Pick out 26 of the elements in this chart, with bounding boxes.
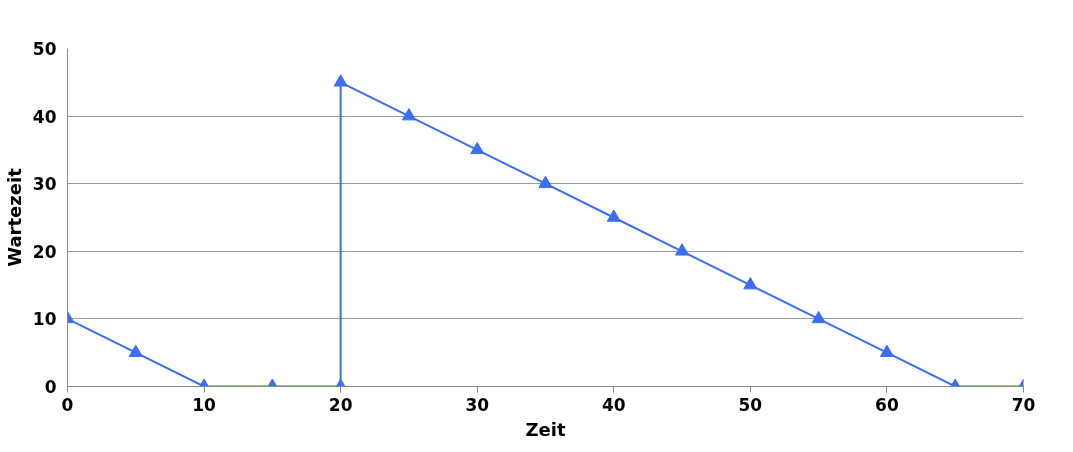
- point: [401, 108, 416, 121]
- x-axis-title: Zeit: [525, 418, 566, 440]
- x-tick-label: 10: [192, 394, 217, 415]
- point: [538, 175, 553, 188]
- y-tick-label: 50: [32, 39, 57, 59]
- x-tick-label: 30: [465, 394, 490, 415]
- point: [128, 344, 143, 357]
- y-tick-label: 20: [32, 241, 57, 262]
- y-tick-label: 40: [32, 106, 57, 127]
- point: [675, 243, 690, 256]
- y-tick-label: 10: [32, 309, 57, 330]
- x-tick-label: 60: [875, 394, 899, 415]
- y-tick-label: 0: [44, 377, 57, 397]
- point: [606, 209, 621, 222]
- point: [470, 141, 485, 155]
- x-tick-label: 50: [738, 394, 763, 415]
- x-tick-label: 20: [328, 394, 353, 415]
- point: [811, 310, 826, 324]
- x-tick-label: 70: [1011, 394, 1036, 415]
- point: [333, 74, 348, 87]
- point: [743, 277, 758, 290]
- x-tick-label: 40: [601, 394, 626, 415]
- point: [879, 344, 894, 357]
- y-tick-label: 30: [32, 174, 57, 195]
- y-axis-title: Wartezeit: [3, 167, 25, 267]
- x-tick-label: 0: [61, 394, 74, 415]
